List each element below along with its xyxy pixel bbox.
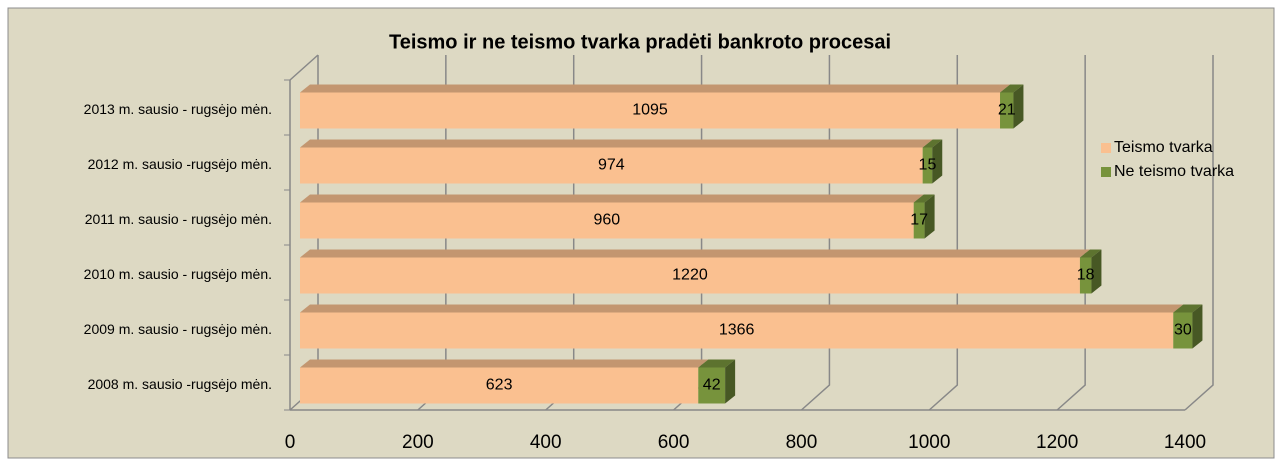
y-tick-label: 2012 m. sausio -rugsėjo mėn.	[88, 156, 272, 172]
bar-top	[300, 84, 1011, 93]
bar-top	[1079, 249, 1102, 258]
data-label: 30	[1174, 322, 1192, 339]
y-tick-label: 2011 m. sausio - rugsėjo mėn.	[85, 211, 272, 227]
bar	[300, 367, 699, 404]
bar	[1079, 257, 1092, 294]
chart-title: Teismo ir ne teismo tvarka pradėti bankr…	[389, 31, 891, 53]
grid-line	[1184, 55, 1214, 411]
bar	[1173, 312, 1193, 349]
y-tick-label: 2013 m. sausio - rugsėjo mėn.	[84, 101, 272, 117]
bar	[922, 147, 933, 184]
bar-side	[924, 194, 935, 239]
bar	[1000, 92, 1014, 129]
data-label: 42	[703, 377, 721, 394]
bar-top	[300, 194, 924, 203]
legend-label: Teismo tvarka	[1114, 139, 1213, 156]
bar	[300, 312, 1174, 349]
x-tick-label: 400	[530, 432, 562, 453]
legend-swatch	[1101, 167, 1111, 177]
bar-top	[300, 304, 1184, 313]
bar-top	[300, 139, 933, 148]
bar	[300, 202, 914, 239]
legend-label: Ne teismo tvarka	[1114, 163, 1234, 180]
data-label: 15	[919, 157, 937, 174]
x-tick-label: 800	[786, 432, 818, 453]
x-tick-label: 1200	[1036, 432, 1078, 453]
bar	[698, 367, 726, 404]
bar-side	[1091, 249, 1102, 294]
left-wall-top	[289, 54, 319, 81]
bar-top	[922, 139, 943, 148]
x-tick-label: 200	[402, 432, 434, 453]
x-tick-label: 1400	[1164, 432, 1206, 453]
bar	[300, 147, 923, 184]
grid-line	[928, 55, 959, 411]
bar-top	[300, 249, 1090, 258]
data-label: 960	[594, 212, 621, 229]
data-label: 1220	[672, 267, 708, 284]
bar	[300, 92, 1001, 129]
data-label: 17	[910, 212, 928, 229]
y-tick-label: 2009 m. sausio - rugsėjo mėn.	[84, 321, 272, 337]
bar-top	[698, 359, 736, 368]
x-tick-label: 0	[285, 432, 296, 453]
data-label: 974	[598, 157, 625, 174]
x-tick-label: 1000	[908, 432, 950, 453]
bar-top	[1000, 84, 1024, 93]
data-label: 1095	[632, 102, 668, 119]
bar-side	[932, 139, 943, 184]
grid-line	[1056, 55, 1086, 411]
data-label: 623	[486, 377, 513, 394]
bar-side	[725, 359, 736, 404]
bar	[300, 257, 1080, 294]
legend-swatch	[1101, 143, 1111, 153]
y-tick-label: 2008 m. sausio -rugsėjo mėn.	[88, 376, 272, 392]
bar-side	[1192, 304, 1203, 349]
data-label: 18	[1077, 267, 1095, 284]
bar-top	[913, 194, 935, 203]
data-label: 21	[998, 102, 1016, 119]
bar-top	[1173, 304, 1203, 313]
x-tick-label: 600	[658, 432, 690, 453]
bar-side	[1013, 84, 1024, 129]
bar	[913, 202, 925, 239]
y-tick-label: 2010 m. sausio - rugsėjo mėn.	[84, 266, 272, 282]
data-label: 1366	[719, 322, 755, 339]
bar-top	[300, 359, 709, 368]
